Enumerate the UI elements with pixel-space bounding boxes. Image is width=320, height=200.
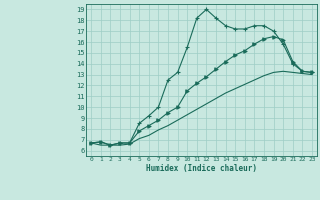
X-axis label: Humidex (Indice chaleur): Humidex (Indice chaleur) — [146, 164, 257, 173]
